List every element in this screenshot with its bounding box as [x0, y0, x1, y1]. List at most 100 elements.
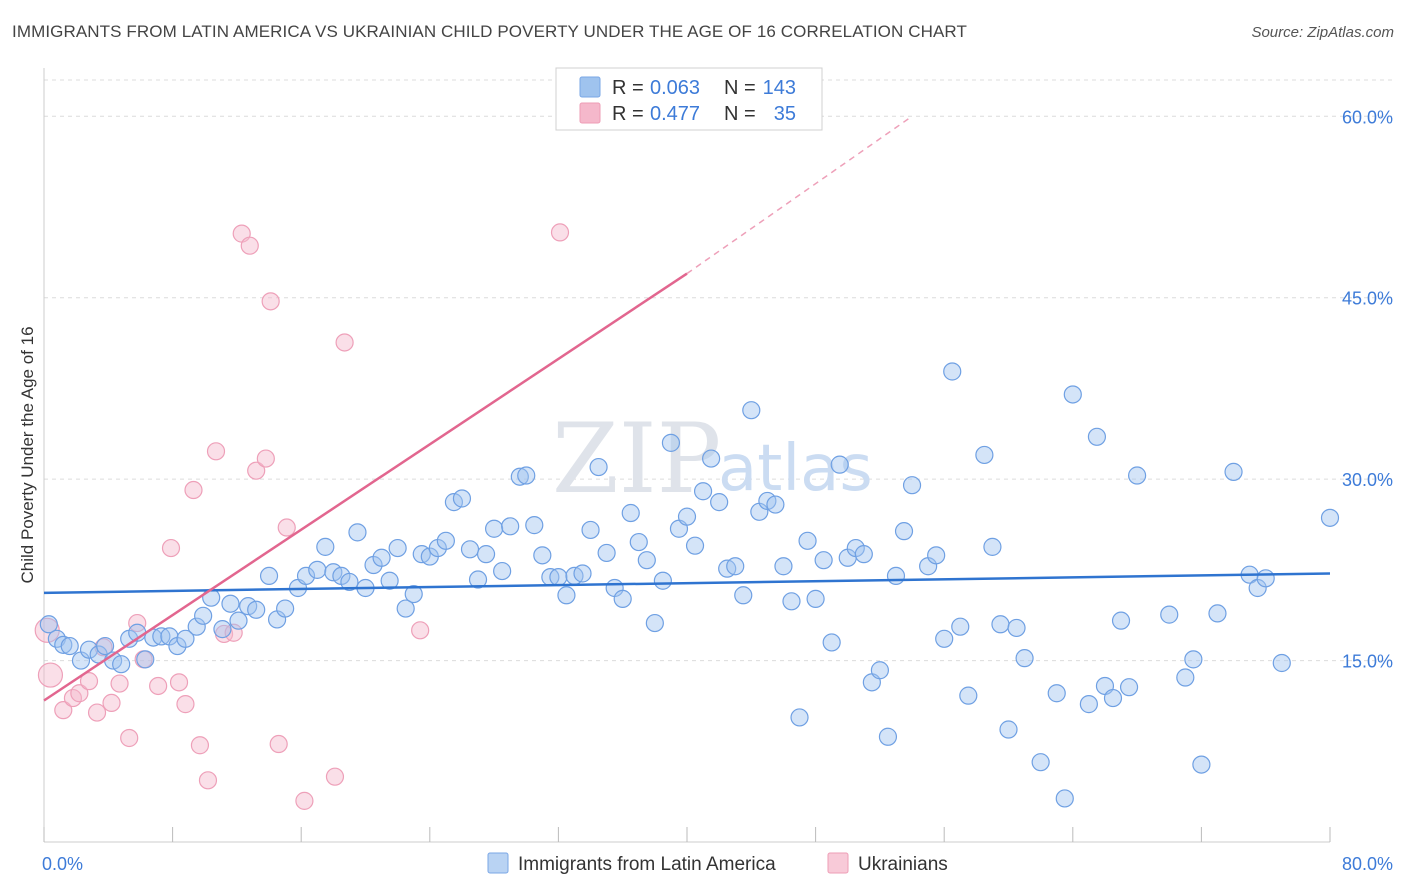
chart-title: IMMIGRANTS FROM LATIN AMERICA VS UKRAINI… [12, 22, 967, 41]
latin-america-point [112, 655, 131, 674]
y-tick-label-30: 30.0% [1342, 470, 1393, 490]
ukrainians-point [277, 518, 296, 537]
latin-america-point [276, 599, 295, 618]
latin-america-point [1087, 427, 1107, 446]
latin-america-points [39, 362, 1340, 808]
latin-america-point [645, 613, 664, 633]
latin-america-point [702, 449, 721, 468]
latin-america-point [194, 606, 213, 625]
latin-america-point [959, 686, 978, 705]
ukrainians-point [411, 621, 430, 640]
ukrainians-point [149, 676, 168, 696]
latin-america-point [404, 584, 423, 604]
latin-america-point [296, 566, 316, 586]
latin-america-point [1320, 508, 1340, 527]
ukrainians-point [102, 693, 121, 713]
ukrainians-point [70, 684, 89, 703]
latin-america-point [999, 720, 1018, 739]
series-legend-label-pink: Ukrainians [858, 854, 948, 875]
ukrainians-trend-line [43, 272, 688, 702]
latin-america-point [388, 538, 407, 558]
ukrainians-point [240, 236, 259, 255]
ukrainians-point [550, 223, 570, 242]
latin-america-point [798, 531, 817, 550]
latin-america-point [340, 572, 359, 592]
latin-america-point [176, 629, 195, 648]
latin-america-point [452, 489, 472, 508]
latin-america-point [854, 545, 873, 564]
latin-america-point [221, 594, 240, 613]
latin-america-point [991, 615, 1010, 634]
ukrainians-point [247, 461, 266, 480]
x-tick-label-max: 80.0% [1342, 854, 1393, 874]
ukrainians-point [37, 662, 64, 688]
latin-america-point [1272, 653, 1291, 673]
latin-america-point [1119, 678, 1139, 697]
latin-america-point [259, 566, 279, 586]
grid-lines [44, 79, 1393, 662]
ukrainians-point [110, 674, 129, 693]
legend-r-value-pink: 0.477 [650, 103, 700, 125]
latin-america-point [661, 433, 681, 452]
watermark-atlas: atlas [718, 432, 873, 506]
latin-america-point [460, 540, 480, 559]
ukrainians-point [184, 480, 203, 500]
latin-america-point [806, 589, 825, 608]
latin-america-point [247, 600, 266, 619]
latin-america-point [902, 476, 922, 495]
latin-america-point [1224, 462, 1243, 481]
ukrainians-point [335, 333, 354, 352]
latin-america-point [653, 571, 672, 590]
latin-america-point [734, 586, 753, 605]
ukrainians-point [176, 695, 195, 714]
latin-america-point [1208, 604, 1227, 623]
legend-r-label-pink: R = [612, 103, 644, 125]
ukrainians-point [128, 613, 147, 633]
ukrainians-point [169, 673, 189, 692]
latin-america-point [693, 482, 713, 501]
latin-america-point [1184, 650, 1203, 669]
ukrainians-point [269, 734, 288, 754]
latin-america-point [581, 520, 600, 540]
legend-n-value-blue: 143 [763, 77, 796, 99]
source-label: Source: ZipAtlas.com [1251, 24, 1394, 41]
latin-america-point [485, 519, 504, 538]
latin-america-point [1192, 755, 1211, 774]
latin-america-point [1055, 789, 1074, 808]
latin-america-point [1103, 688, 1123, 708]
latin-america-point [589, 457, 608, 477]
ukrainians-point [198, 771, 218, 790]
latin-america-point [436, 531, 455, 550]
latin-america-point [951, 617, 970, 636]
ukrainians-point [256, 449, 275, 468]
latin-america-point [533, 546, 552, 565]
trend-lines [43, 115, 1331, 702]
latin-america-point [927, 546, 946, 565]
latin-america-point [983, 537, 1002, 556]
latin-america-point [229, 611, 248, 630]
latin-america-point [525, 516, 544, 535]
x-tick-label-min: 0.0% [42, 854, 83, 874]
latin-america-point [136, 650, 155, 669]
latin-america-point [316, 537, 335, 556]
latin-america-point [1111, 611, 1131, 630]
latin-america-point [308, 560, 327, 579]
legend-n-label-blue: N = [724, 77, 756, 99]
latin-america-point [870, 661, 890, 680]
latin-america-point [501, 517, 520, 536]
ukrainians-point [120, 728, 139, 748]
y-tick-label-45: 45.0% [1342, 289, 1393, 309]
latin-america-point [685, 536, 705, 555]
ukrainians-point [161, 538, 181, 558]
latin-america-point [1015, 649, 1034, 668]
ukrainians-point [261, 292, 280, 311]
latin-america-point [814, 551, 833, 570]
legend-swatch-blue [579, 76, 601, 98]
legend-n-label-pink: N = [724, 103, 756, 125]
axes [43, 68, 1331, 843]
latin-america-point [597, 543, 616, 563]
latin-america-point [187, 617, 206, 636]
latin-america-point [396, 599, 415, 618]
latin-america-point [613, 589, 632, 608]
